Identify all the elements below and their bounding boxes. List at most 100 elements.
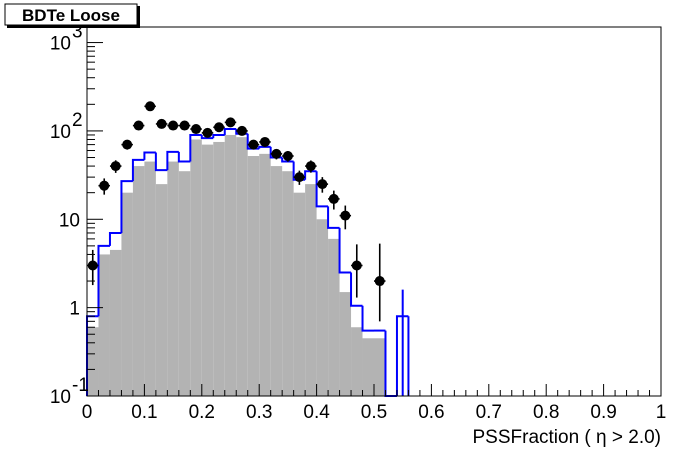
filled-histogram-bar — [270, 166, 283, 396]
y-tick-label: 102 — [50, 110, 83, 143]
x-tick-label: 0.2 — [189, 402, 215, 423]
y-tick-label-base: 10 — [50, 387, 71, 408]
y-tick-label-base: 10 — [59, 210, 80, 231]
filled-histogram-bar — [351, 327, 363, 396]
filled-histogram-bar — [247, 156, 260, 396]
outline-histogram-step — [131, 158, 145, 182]
filled-histogram-bar — [328, 238, 340, 396]
outline-histogram-step — [97, 244, 110, 317]
data-point — [122, 139, 133, 150]
filled-histogram-bar — [213, 141, 225, 396]
filled-histogram-bar — [316, 219, 329, 396]
data-point — [317, 179, 328, 190]
outline-histogram-step — [384, 330, 397, 397]
x-tick-label: 0.1 — [131, 402, 157, 423]
outline-histogram-step — [315, 171, 329, 208]
outline-histogram-step — [200, 134, 214, 140]
outline-histogram-step — [223, 128, 237, 135]
outline-histogram-step — [154, 152, 168, 172]
filled-histogram-bar — [282, 171, 294, 396]
data-point — [214, 122, 225, 133]
outline-histogram-step — [166, 150, 179, 171]
data-point — [236, 125, 247, 136]
y-tick-label: 10-1 — [50, 375, 89, 408]
filled-histogram-bar — [178, 171, 191, 396]
outline-histogram-step — [189, 133, 202, 162]
filled-histogram-bar — [293, 192, 306, 396]
data-point — [133, 120, 144, 131]
y-tick-label-exponent: 3 — [72, 22, 83, 43]
outline-histogram-step — [258, 145, 271, 149]
filled-histogram-bar — [155, 184, 168, 396]
plot-area — [86, 101, 410, 397]
filled-histogram-bar — [201, 144, 214, 396]
outline-histogram-step — [361, 305, 374, 332]
y-tick-label-base: 1 — [69, 299, 80, 320]
filled-histogram-bar — [224, 134, 237, 397]
filled-histogram-bar — [339, 292, 352, 396]
x-tick-label: 0.9 — [590, 402, 616, 423]
x-tick-label: 0.5 — [361, 402, 387, 423]
outline-histogram-step — [143, 151, 156, 160]
filled-histogram-bar — [87, 327, 99, 396]
y-tick-label: 1 — [69, 299, 80, 320]
filled-histogram-bar — [374, 338, 386, 396]
x-tick-label: 0.7 — [476, 402, 502, 423]
outline-histogram-step — [281, 157, 294, 163]
chart-title-box: BDTe Loose — [4, 3, 140, 28]
filled-histogram-bar — [362, 338, 374, 396]
filled-histogram-bar — [236, 137, 248, 397]
chart-title: BDTe Loose — [22, 6, 120, 25]
filled-histogram-bar — [98, 254, 110, 396]
data-point — [248, 139, 259, 150]
filled-histogram-bar — [121, 192, 133, 396]
y-tick-label-base: 10 — [50, 122, 71, 143]
data-point — [168, 120, 179, 131]
data-point — [191, 124, 202, 135]
outline-histogram-step — [327, 206, 340, 229]
data-point — [202, 127, 213, 138]
y-tick-label: 10 — [59, 210, 80, 231]
data-point — [271, 148, 282, 159]
y-tick-label-exponent: 2 — [72, 110, 83, 131]
data-point — [374, 276, 385, 287]
data-point — [328, 193, 339, 204]
data-point — [259, 136, 270, 147]
data-point — [340, 210, 351, 221]
x-tick-label: 0 — [82, 402, 93, 423]
data-point — [179, 120, 190, 131]
x-tick-label: 0.4 — [303, 402, 330, 423]
x-tick-label: 0.3 — [246, 402, 272, 423]
filled-histogram-bar — [144, 161, 156, 396]
outline-histogram-step — [120, 180, 133, 233]
data-point — [145, 101, 156, 112]
x-tick-label: 0.6 — [418, 402, 444, 423]
filled-histogram-bar — [167, 161, 179, 396]
outline-histogram-step — [177, 151, 191, 163]
data-point — [156, 118, 167, 129]
title-box-frame — [4, 3, 138, 26]
data-point — [294, 172, 305, 183]
outline-histogram-step — [108, 231, 122, 246]
outline-histogram-step — [395, 315, 409, 396]
axis-ticks — [86, 42, 662, 397]
filled-histogram-bar — [305, 184, 317, 396]
outline-histogram-step — [350, 272, 363, 307]
data-point — [225, 117, 236, 128]
outline-histogram-step — [338, 227, 352, 274]
filled-histogram-bar — [259, 153, 271, 396]
filled-histogram-bar — [109, 249, 122, 396]
data-point — [99, 180, 110, 191]
data-point — [305, 161, 316, 172]
y-tick-label: 103 — [50, 22, 83, 55]
x-tick-label: 1 — [656, 402, 667, 423]
axis-labels: 0 0.1 0.2 0.3 0.4 0.5 0.6 0.7 0.8 0.9 110-11101021… — [50, 22, 666, 423]
data-point — [110, 161, 121, 172]
x-tick-label: 0.8 — [533, 402, 559, 423]
filled-histogram-bar — [132, 166, 145, 396]
y-tick-label-exponent: -1 — [72, 375, 89, 396]
y-tick-label-base: 10 — [50, 34, 71, 55]
filled-histogram-bar — [190, 139, 202, 396]
data-point — [351, 260, 362, 271]
